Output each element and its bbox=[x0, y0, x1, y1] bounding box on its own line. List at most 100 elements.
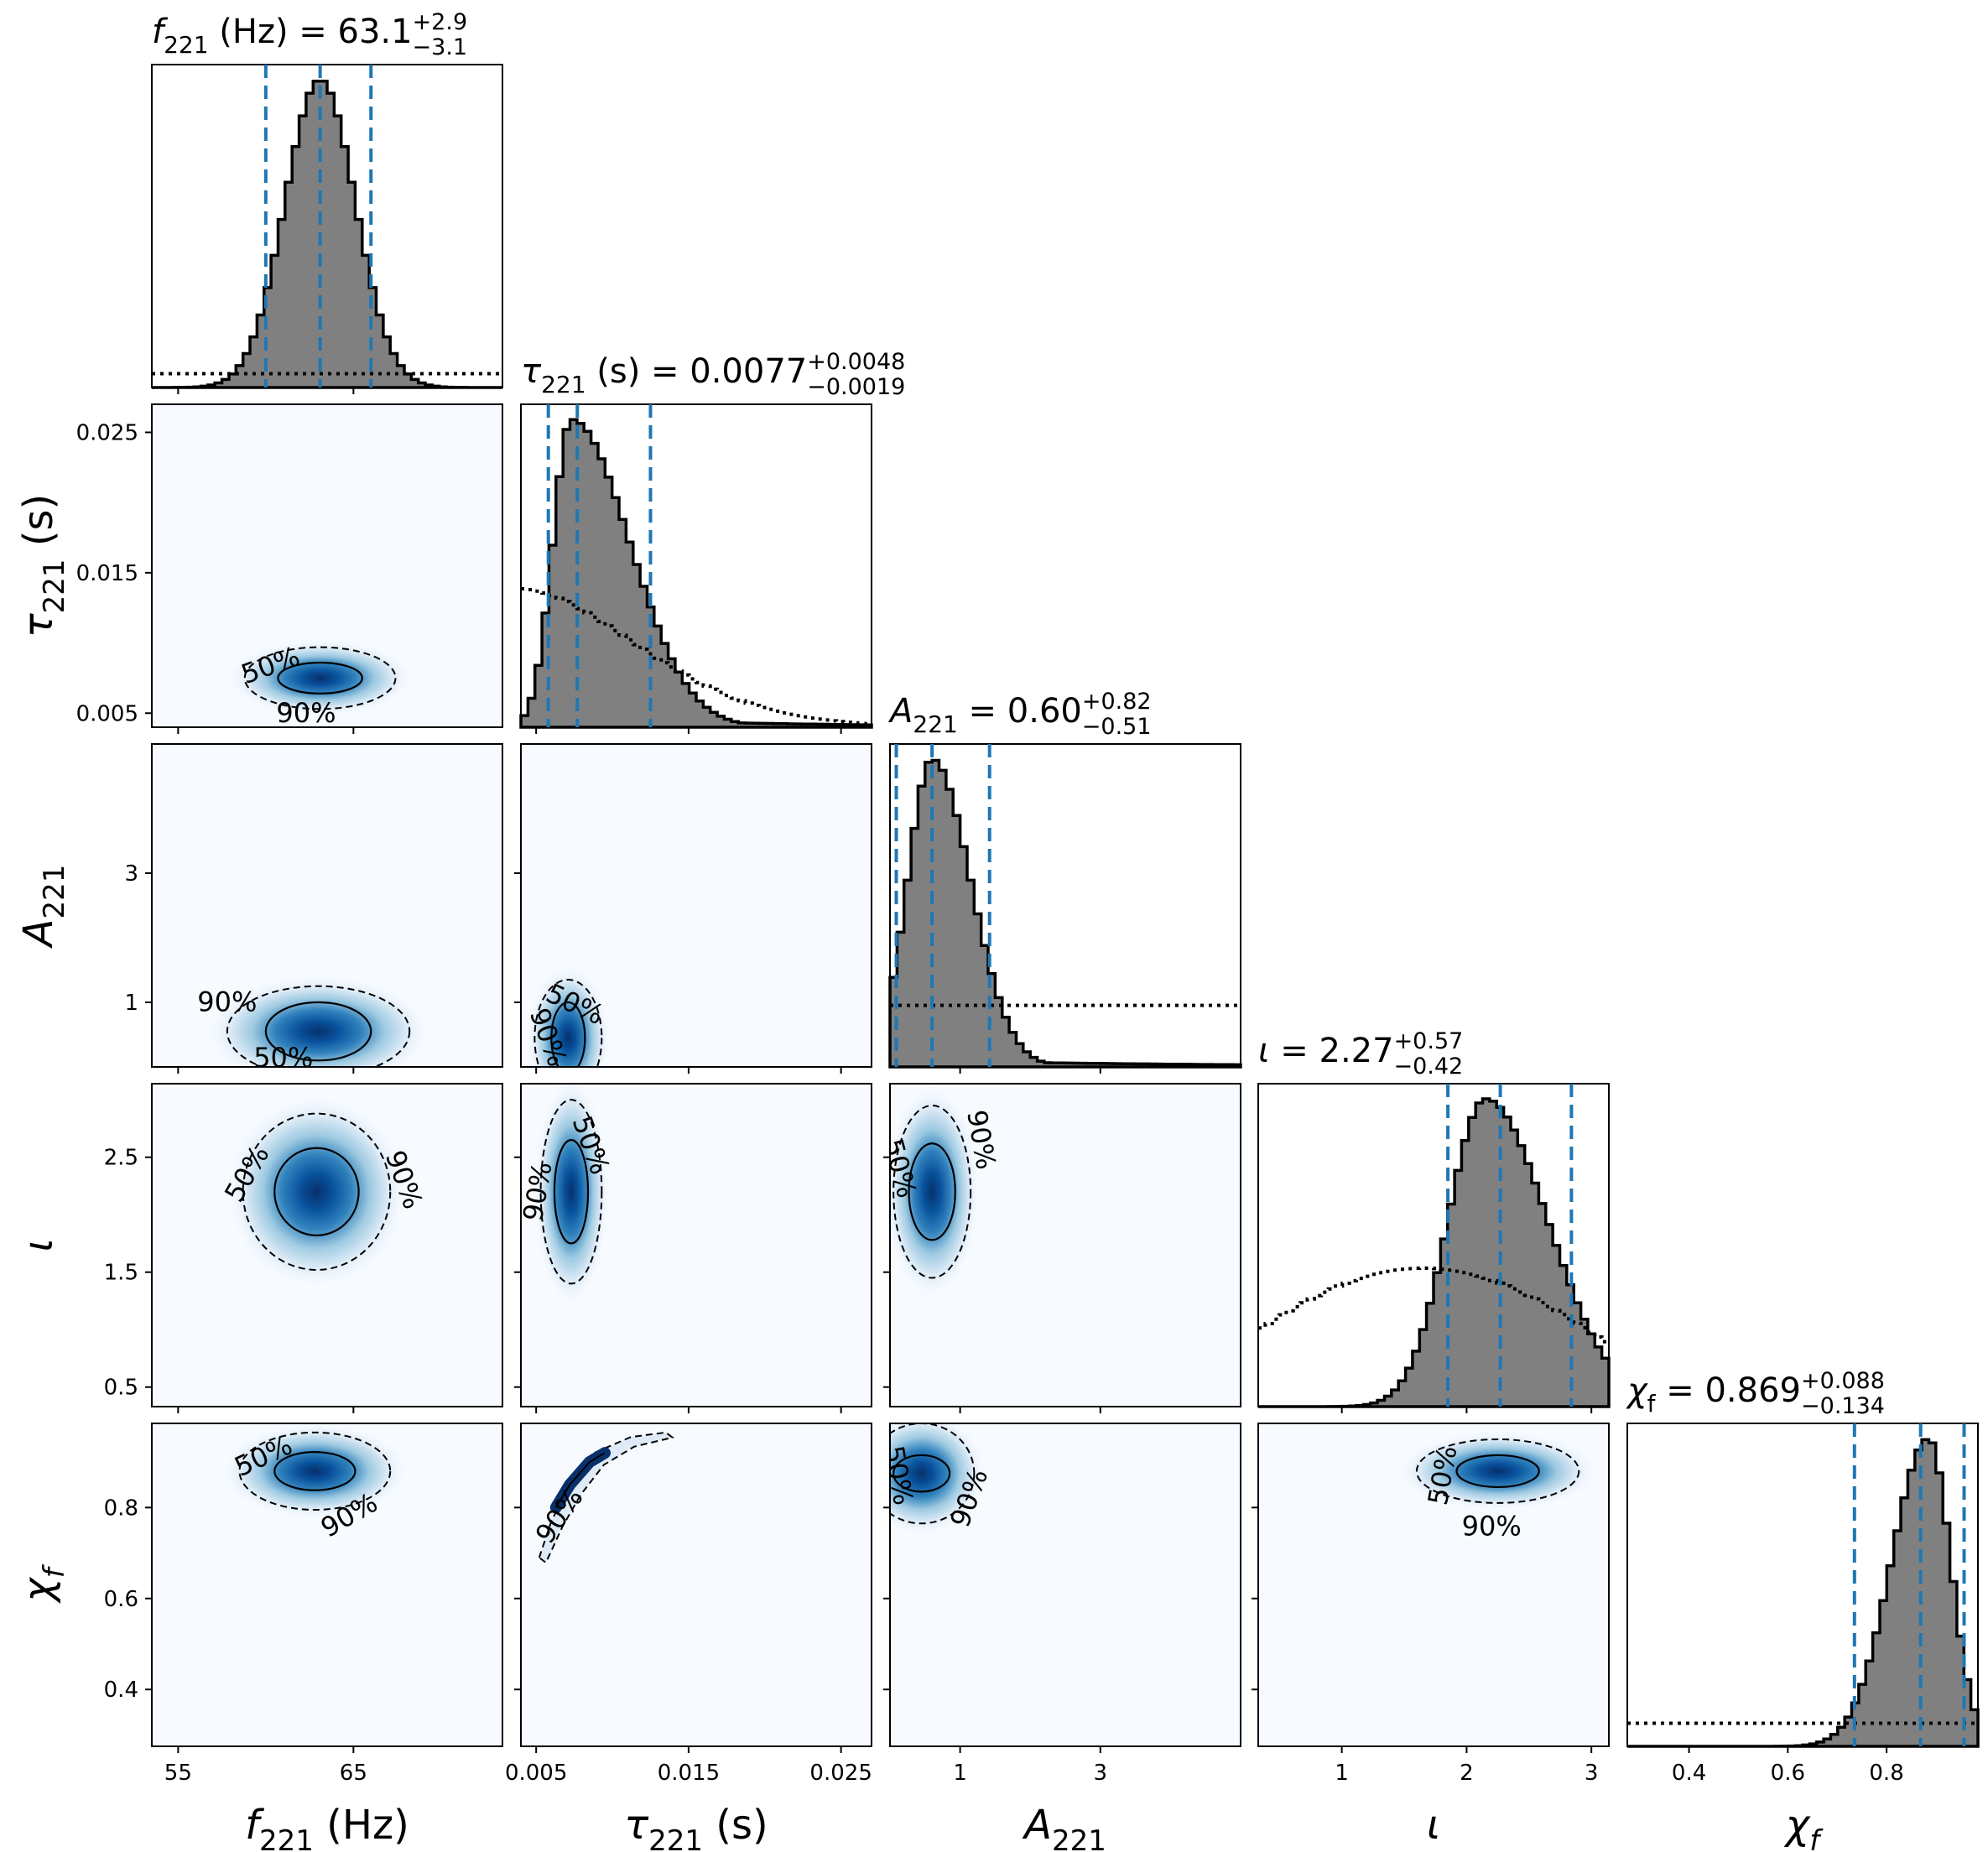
xaxis-symbol-iota: ι bbox=[1427, 1802, 1440, 1849]
density-frame-tau221-A221 bbox=[520, 743, 872, 1068]
xaxis-label-iota: ι bbox=[1427, 1802, 1440, 1849]
yaxis-symbol-A221: A bbox=[15, 919, 62, 949]
density-blob-f221-iota bbox=[224, 1094, 409, 1290]
contour-90-iota-chif bbox=[1415, 1438, 1580, 1504]
title-value-f221: (Hz) = 63.1 bbox=[209, 13, 413, 51]
density-blob-iota-chif bbox=[1396, 1431, 1600, 1511]
posterior-hist-iota bbox=[1258, 1097, 1611, 1408]
xaxis-sub-f221: 221 bbox=[259, 1824, 314, 1852]
density-f221-A221: 90% 50% bbox=[197, 975, 433, 1067]
contour-50-A221-iota bbox=[908, 1142, 956, 1241]
title-plus-iota: +0.57 bbox=[1394, 1028, 1464, 1054]
density-frame-f221-chif bbox=[151, 1423, 503, 1747]
title-iota: ι = 2.27+0.57 −0.42 bbox=[1258, 1028, 1463, 1079]
contour-90-f221-iota bbox=[242, 1112, 392, 1271]
xaxis-label-tau221: τ221 (s) bbox=[624, 1802, 768, 1852]
xaxis-unit-tau221: (s) bbox=[703, 1802, 768, 1849]
density-A221-iota: 50% 90% bbox=[890, 1084, 1002, 1300]
title-minus-chif: −0.134 bbox=[1801, 1393, 1885, 1419]
xtick-label-tau221-1: 0.015 bbox=[658, 1761, 720, 1786]
title-minus-iota: −0.42 bbox=[1394, 1053, 1464, 1079]
yaxis-sub-A221: 221 bbox=[38, 865, 71, 919]
density-frame-f221-iota bbox=[151, 1083, 503, 1407]
contour-label-iota-chif-1: 90% bbox=[1462, 1511, 1522, 1542]
ytick-label-tau221-0: 0.005 bbox=[76, 701, 138, 726]
title-plus-chif: +0.088 bbox=[1801, 1368, 1885, 1394]
ytick-label-A221-0: 1 bbox=[124, 991, 138, 1016]
yaxis-label-A221: A221 bbox=[15, 865, 71, 949]
posterior-hist-chif bbox=[1627, 1438, 1980, 1748]
density-blob-A221-chif bbox=[890, 1423, 987, 1537]
ytick-label-iota-2: 2.5 bbox=[104, 1146, 138, 1171]
ytick-label-chif-2: 0.8 bbox=[104, 1496, 138, 1521]
density-frame-tau221-chif bbox=[520, 1423, 872, 1747]
density-frame-f221-tau221 bbox=[151, 403, 503, 728]
ytick-label-iota-0: 0.5 bbox=[104, 1376, 138, 1401]
xtick-label-A221-0: 1 bbox=[953, 1761, 967, 1786]
contour-90-f221-tau221 bbox=[243, 646, 397, 710]
density-iota-chif: 50%90% bbox=[1396, 1431, 1600, 1542]
xtick-label-iota-0: 1 bbox=[1335, 1761, 1349, 1786]
density-frame-A221-iota bbox=[889, 1083, 1241, 1407]
title-symbol-tau221: τ bbox=[521, 352, 542, 391]
xaxis-sub-A221: 221 bbox=[1052, 1824, 1106, 1852]
xaxis-label-A221: A221 bbox=[1022, 1802, 1106, 1852]
title-plus-f221: +2.9 bbox=[413, 9, 468, 35]
ytick-label-chif-0: 0.4 bbox=[104, 1678, 138, 1703]
title-value-chif: = 0.869 bbox=[1656, 1371, 1801, 1410]
density-frame-f221-A221 bbox=[151, 743, 503, 1068]
prior-hist-iota bbox=[1258, 1266, 1609, 1344]
yaxis-sub-tau221: 221 bbox=[38, 559, 71, 613]
title-subscript-A221: 221 bbox=[913, 710, 957, 738]
xaxis-sub-chif: f bbox=[1809, 1824, 1824, 1852]
xtick-label-A221-1: 3 bbox=[1094, 1761, 1108, 1786]
xtick-label-tau221-0: 0.005 bbox=[505, 1761, 567, 1786]
xtick-label-iota-2: 3 bbox=[1585, 1761, 1599, 1786]
yaxis-unit-tau221: (s) bbox=[15, 494, 62, 559]
contour-50-tau221-A221 bbox=[550, 1001, 586, 1067]
contour-50-f221-iota bbox=[273, 1147, 360, 1236]
title-symbol-A221: A bbox=[887, 692, 913, 731]
density-blob-tau221-iota bbox=[533, 1084, 610, 1307]
density-frame-A221-chif bbox=[889, 1423, 1241, 1747]
title-value-A221: = 0.60 bbox=[958, 692, 1082, 731]
contour-90-tau221-A221 bbox=[533, 979, 603, 1067]
density-tau221-iota: 50%90% bbox=[521, 1084, 617, 1307]
yaxis-sub-chif: f bbox=[38, 1563, 71, 1578]
title-minus-tau221: −0.0019 bbox=[807, 374, 905, 400]
contour-label-f221-tau221-1: 90% bbox=[276, 697, 336, 729]
title-value-iota: = 2.27 bbox=[1270, 1032, 1394, 1070]
contour-50-f221-A221 bbox=[264, 1001, 372, 1062]
title-subscript-f221: 221 bbox=[164, 31, 208, 59]
posterior-hist-tau221 bbox=[519, 418, 873, 729]
contour-90-tau221-iota bbox=[539, 1099, 603, 1285]
title-f221: f221 (Hz) = 63.1+2.9 −3.1 bbox=[152, 9, 467, 60]
contour-50-A221-chif bbox=[893, 1454, 951, 1493]
prior-hist-tau221 bbox=[521, 587, 872, 726]
contour-90-f221-A221 bbox=[226, 985, 411, 1067]
xtick-label-f221-0: 55 bbox=[164, 1761, 192, 1786]
title-plus-A221: +0.82 bbox=[1082, 689, 1152, 715]
xtick-label-tau221-2: 0.025 bbox=[809, 1761, 872, 1786]
density-blob-tau221-A221 bbox=[526, 965, 611, 1067]
title-subscript-chif: f bbox=[1647, 1390, 1657, 1418]
ytick-label-tau221-1: 0.015 bbox=[76, 561, 138, 586]
yaxis-label-chif: χf bbox=[15, 1563, 71, 1604]
posterior-hist-A221 bbox=[888, 758, 1242, 1069]
density-blob-f221-tau221 bbox=[226, 639, 414, 717]
yaxis-symbol-chif: χ bbox=[15, 1577, 62, 1605]
title-A221: A221 = 0.60+0.82 −0.51 bbox=[887, 689, 1152, 740]
title-symbol-iota: ι bbox=[1258, 1032, 1270, 1070]
density-A221-chif: 50% 90% bbox=[890, 1423, 994, 1537]
density-blob-f221-A221 bbox=[204, 975, 433, 1067]
xtick-label-chif-1: 0.6 bbox=[1771, 1761, 1805, 1786]
xaxis-symbol-chif: χ bbox=[1783, 1802, 1811, 1849]
title-plus-tau221: +0.0048 bbox=[807, 349, 905, 375]
contour-50-f221-tau221 bbox=[277, 661, 363, 694]
xaxis-label-f221: f221 (Hz) bbox=[245, 1802, 409, 1852]
contour-50-tau221-chif bbox=[554, 1452, 606, 1508]
title-subscript-tau221: 221 bbox=[541, 371, 585, 398]
yaxis-label-tau221: τ221 (s) bbox=[15, 494, 71, 638]
xtick-label-iota-1: 2 bbox=[1460, 1761, 1474, 1786]
